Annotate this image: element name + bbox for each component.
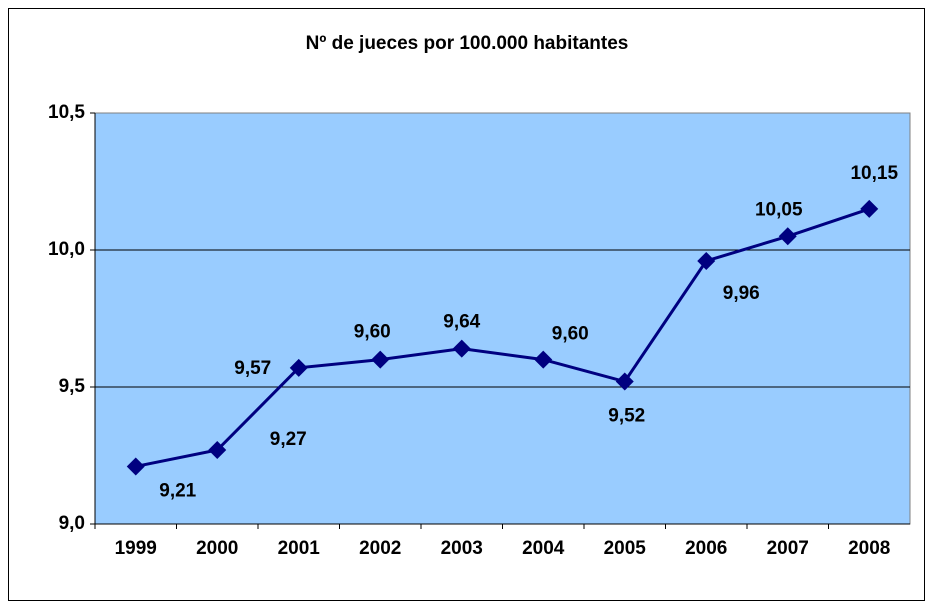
x-tick-label: 1999: [115, 538, 157, 559]
x-tick-label: 2005: [604, 538, 647, 559]
data-label: 9,96: [723, 283, 760, 304]
y-tick-label: 10,0: [48, 239, 85, 260]
marker: [126, 457, 145, 476]
data-label: 9,60: [552, 324, 589, 345]
marker: [860, 199, 879, 218]
x-tick-label: 2006: [685, 538, 727, 559]
x-tick-label: 2000: [196, 538, 238, 559]
x-tick-label: 2002: [359, 538, 401, 559]
y-tick-label: 10,5: [48, 102, 85, 123]
data-label: 9,57: [234, 358, 271, 379]
y-tick-label: 9,5: [59, 376, 86, 397]
marker: [697, 251, 716, 270]
data-label: 10,05: [755, 199, 803, 220]
marker: [371, 350, 390, 369]
marker: [289, 358, 308, 377]
marker: [452, 339, 471, 358]
data-label: 9,64: [443, 312, 480, 333]
plot-area: [94, 112, 911, 525]
data-label: 9,52: [608, 406, 645, 427]
x-tick-label: 2007: [767, 538, 809, 559]
y-tick-label: 9,0: [59, 513, 85, 534]
x-tick-label: 2003: [441, 538, 483, 559]
x-tick-label: 2001: [278, 538, 321, 559]
line: [135, 207, 870, 468]
data-label: 10,15: [850, 163, 898, 184]
marker: [534, 350, 553, 369]
x-tick-label: 2004: [522, 538, 565, 559]
data-label: 9,21: [159, 480, 196, 501]
data-label: 9,27: [270, 429, 307, 450]
data-label: 9,60: [354, 322, 391, 343]
marker: [615, 372, 634, 391]
chart-title: Nº de jueces por 100.000 habitantes: [306, 33, 629, 54]
marker: [778, 227, 797, 246]
marker: [208, 441, 227, 460]
x-tick-label: 2008: [848, 538, 890, 559]
